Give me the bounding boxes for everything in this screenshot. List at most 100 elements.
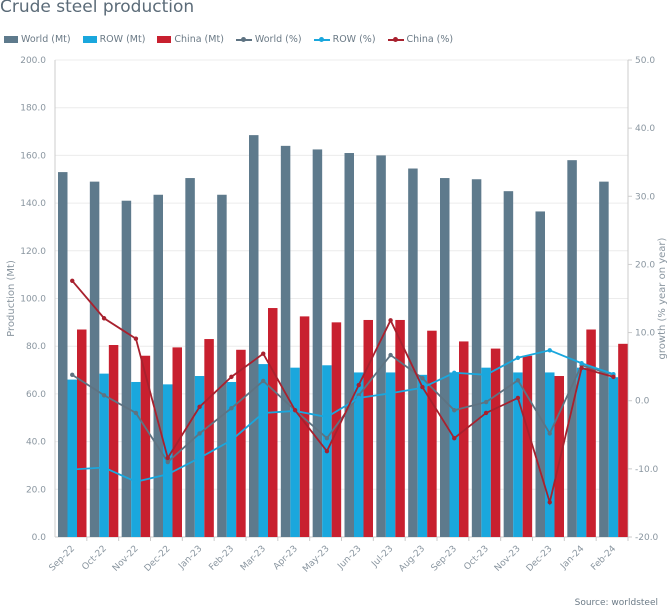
bar-row-mt- <box>513 372 523 537</box>
line-china--point <box>197 404 202 410</box>
x-tick-label: Oct-22 <box>80 544 108 572</box>
y-tick-label: 100.0 <box>20 295 46 305</box>
bar-row-mt- <box>226 381 237 537</box>
bar-world-mt- <box>58 172 68 537</box>
line-china--point <box>483 410 489 416</box>
line-row--point <box>197 455 202 461</box>
legend: World (Mt) ROW (Mt) China (Mt) World (%)… <box>4 34 453 45</box>
legend-line <box>235 36 252 42</box>
line-row--point <box>101 465 107 470</box>
line-china--point <box>515 395 521 401</box>
legend-swatch <box>4 36 18 43</box>
bar-world-mt- <box>344 153 354 537</box>
line-china--point <box>579 365 584 371</box>
bar-china-mt- <box>268 308 278 537</box>
line-world--point <box>388 352 393 358</box>
x-tick-label: Apr-23 <box>272 544 300 572</box>
x-tick-label: Dec-23 <box>525 544 555 574</box>
line-world--point <box>452 408 457 413</box>
bar-row-mt- <box>354 372 364 537</box>
line-row--point <box>515 355 521 360</box>
line-row--point <box>483 372 489 378</box>
line-china--point <box>70 278 75 283</box>
line-world--point <box>197 431 202 436</box>
y2-tick-label: -20.0 <box>635 533 659 543</box>
source-note: Source: worldsteel <box>574 598 658 608</box>
line-china--point <box>388 318 393 323</box>
line-china--point <box>292 408 298 413</box>
y2-axis-title: growth (% year on year) <box>657 237 668 359</box>
legend-china-pct[interactable]: China (%) <box>387 34 453 45</box>
x-tick-label: Nov-23 <box>493 544 523 574</box>
y2-tick-label: 50.0 <box>635 56 655 66</box>
x-tick-label: Nov-22 <box>111 544 141 574</box>
line-row--point <box>165 472 170 477</box>
legend-label: ROW (%) <box>332 34 376 45</box>
legend-world-mt[interactable]: World (Mt) <box>4 34 71 45</box>
bar-world-mt- <box>376 155 386 537</box>
bar-china-mt- <box>427 330 437 537</box>
line-row--point <box>229 438 234 443</box>
line-row--point <box>70 467 75 472</box>
bar-row-mt- <box>449 372 459 537</box>
bar-row-mt- <box>290 367 300 537</box>
x-tick-label: Sep-22 <box>48 544 77 573</box>
y-tick-label: 180.0 <box>20 104 46 114</box>
bar-world-mt- <box>440 178 450 537</box>
line-world--point <box>547 431 552 436</box>
bar-china-mt- <box>77 329 87 537</box>
bar-row-mt- <box>481 367 491 537</box>
bar-row-mt- <box>131 381 141 537</box>
bar-china-mt- <box>395 319 405 537</box>
line-world--point <box>70 372 75 378</box>
bar-row-mt- <box>417 374 428 537</box>
legend-china-mt[interactable]: China (Mt) <box>157 34 224 45</box>
bar-row-mt- <box>258 364 268 537</box>
y-tick-label: 40.0 <box>26 438 46 448</box>
x-tick-label: Sep-23 <box>430 544 459 573</box>
line-world--point <box>261 378 266 384</box>
x-tick-label: Oct-23 <box>462 544 490 572</box>
bar-world-mt- <box>153 194 163 537</box>
legend-row-mt[interactable]: ROW (Mt) <box>82 34 145 45</box>
x-tick-label: Jun-23 <box>335 544 363 572</box>
x-tick-label: Feb-23 <box>207 544 236 573</box>
legend-swatch <box>157 36 172 43</box>
line-world--point <box>483 399 489 405</box>
y-tick-label: 0.0 <box>32 533 47 543</box>
legend-label: China (Mt) <box>174 34 224 45</box>
bar-world-mt- <box>89 181 100 537</box>
line-china--point <box>356 382 361 388</box>
x-tick-label: Jul-23 <box>370 544 396 570</box>
y2-tick-label: 10.0 <box>635 329 655 339</box>
legend-world-pct[interactable]: World (%) <box>235 34 302 45</box>
bar-world-mt- <box>249 135 259 537</box>
bar-china-mt- <box>618 343 628 537</box>
line-world--point <box>515 378 521 383</box>
bar-world-mt- <box>599 181 609 537</box>
line-row--point <box>388 391 393 396</box>
bar-china-mt- <box>490 348 501 537</box>
bar-world-mt- <box>408 168 418 537</box>
line-china--point <box>261 351 266 356</box>
bar-row-mt- <box>385 372 396 537</box>
line-china--point <box>133 336 139 341</box>
bar-china-mt- <box>522 355 533 537</box>
y-tick-label: 140.0 <box>20 199 46 209</box>
legend-row-pct[interactable]: ROW (%) <box>313 34 376 45</box>
bar-row-mt- <box>545 372 555 537</box>
line-row--point <box>452 370 457 375</box>
line-world--point <box>229 406 234 411</box>
bar-china-mt- <box>554 376 564 537</box>
y-tick-label: 60.0 <box>26 390 46 400</box>
bar-world-mt- <box>471 179 482 537</box>
x-tick-label: Jan-23 <box>176 544 204 572</box>
line-world--point <box>101 393 107 398</box>
legend-label: World (%) <box>254 34 302 45</box>
line-row--point <box>547 348 552 353</box>
y-tick-label: 80.0 <box>26 342 46 352</box>
legend-label: World (Mt) <box>21 34 71 45</box>
line-row--point <box>579 361 584 366</box>
x-tick-label: Mar-23 <box>239 544 268 573</box>
line-china--point <box>101 316 107 321</box>
